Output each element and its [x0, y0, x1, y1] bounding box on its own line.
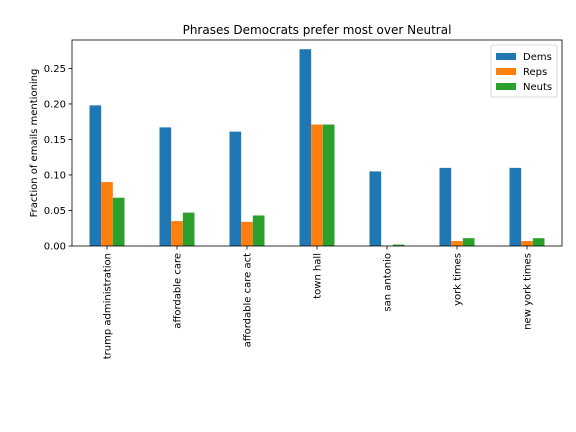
bar-reps-2	[241, 221, 253, 246]
x-tick-label: affordable care	[173, 253, 184, 329]
legend-swatch-dems	[496, 53, 516, 60]
bar-dems-4	[369, 171, 382, 246]
legend: Dems Reps Neuts	[490, 44, 558, 98]
bar-dems-5	[439, 167, 452, 246]
bar-reps-1	[171, 221, 183, 246]
bar-dems-2	[229, 131, 242, 246]
y-tick-label: 0.00	[44, 242, 66, 253]
legend-swatch-neuts	[496, 83, 516, 90]
bar-neuts-4	[392, 244, 405, 246]
x-axis: trump administration affordable care affor…	[103, 246, 534, 359]
bar-reps-6	[521, 241, 533, 246]
bar-dems-0	[89, 105, 102, 246]
y-tick-label: 0.10	[44, 170, 66, 181]
bar-neuts-6	[532, 238, 545, 246]
bar-reps-0	[101, 182, 113, 246]
plot-area	[71, 39, 563, 247]
y-tick-label: 0.05	[44, 206, 66, 217]
bar-neuts-1	[182, 212, 195, 246]
legend-label-dems: Dems	[523, 52, 552, 63]
x-tick-label: new york times	[523, 253, 534, 330]
bar-reps-5	[451, 241, 463, 246]
bar-neuts-5	[462, 238, 475, 246]
y-tick-label: 0.25	[44, 64, 66, 75]
bar-neuts-2	[252, 215, 265, 246]
x-tick-label: york times	[453, 253, 464, 306]
legend-label-reps: Reps	[523, 67, 547, 78]
bar-neuts-3	[322, 124, 335, 246]
x-tick-label: san antonio	[383, 253, 394, 312]
bar-dems-3	[299, 49, 312, 247]
x-tick-label: affordable care act	[243, 253, 254, 347]
bar-dems-6	[509, 167, 522, 246]
bar-neuts-0	[112, 197, 125, 246]
y-tick-label: 0.20	[44, 99, 66, 110]
chart-title: Phrases Democrats prefer most over Neutr…	[183, 23, 452, 37]
y-tick-label: 0.15	[44, 135, 66, 146]
legend-label-neuts: Neuts	[523, 82, 552, 93]
x-tick-label: town hall	[313, 253, 324, 299]
x-tick-label: trump administration	[103, 253, 114, 359]
legend-swatch-reps	[496, 68, 516, 75]
y-axis-label: Fraction of emails mentioning	[29, 69, 40, 218]
bar-dems-1	[159, 127, 172, 246]
y-axis: 0.00 0.05 0.10 0.15 0.20 0.25	[44, 64, 72, 253]
bar-reps-3	[311, 124, 323, 246]
